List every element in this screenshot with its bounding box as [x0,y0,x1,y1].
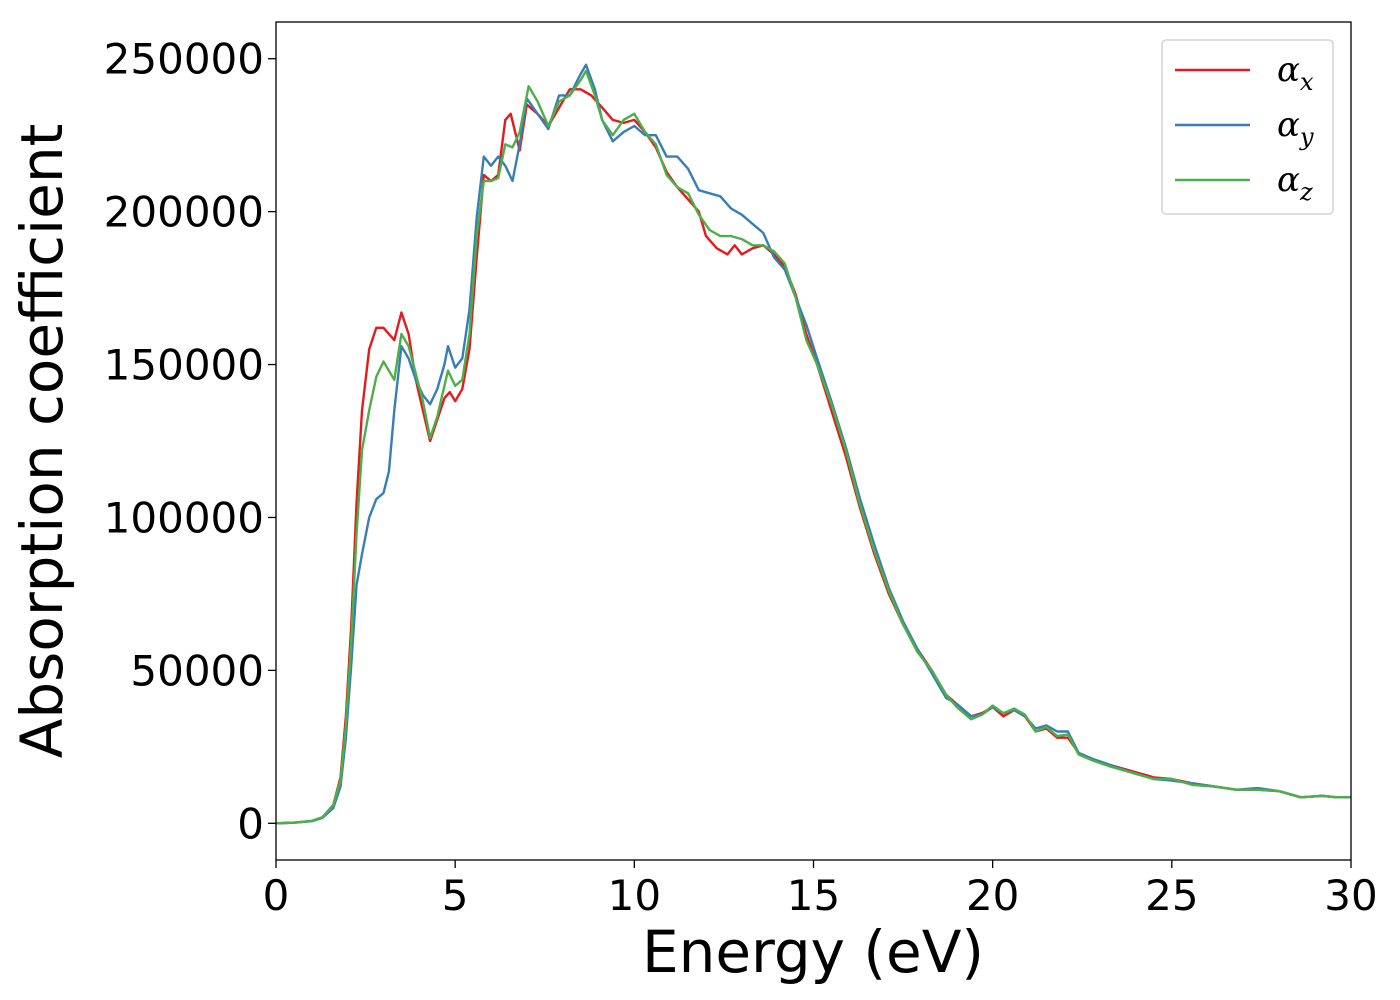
legend-label-subscript: x [1300,68,1314,96]
series-line-alpha-x [276,88,1351,825]
series-layer [276,63,1351,825]
x-axis-title: Energy (eV) [642,918,984,986]
legend-label-subscript: z [1299,178,1313,206]
legend-label-alpha-x: αx [1277,50,1314,96]
legend-label-symbol: α [1277,50,1300,90]
x-tick-label: 5 [442,871,469,920]
x-tick-label: 20 [966,871,1019,920]
series-line-alpha-z [276,69,1351,825]
series-line-alpha-y [276,63,1351,825]
x-tick-label: 15 [787,871,840,920]
y-axis: 0 50000 100000 150000 200000 250000 [104,35,276,848]
legend-label-symbol: α [1277,160,1300,200]
x-tick-label: 25 [1145,871,1198,920]
x-tick-label: 0 [263,871,290,920]
y-axis-title: Absorption coefficient [8,124,76,759]
y-tick-label: 150000 [104,341,264,390]
x-tick-label: 30 [1324,871,1377,920]
legend-frame [1161,39,1334,215]
x-tick-label: 10 [608,871,661,920]
legend-label-symbol: α [1277,105,1300,145]
legend-label-subscript: y [1299,123,1314,151]
legend-label-alpha-z: αz [1277,160,1313,206]
y-tick-label: 100000 [104,493,264,542]
y-tick-label: 250000 [104,35,264,84]
legend-label-alpha-y: αy [1277,105,1314,151]
y-tick-label: 50000 [130,646,264,695]
y-tick-label: 0 [237,799,264,848]
x-axis: 0 5 10 15 20 25 30 [263,860,1378,920]
y-tick-label: 200000 [104,188,264,237]
